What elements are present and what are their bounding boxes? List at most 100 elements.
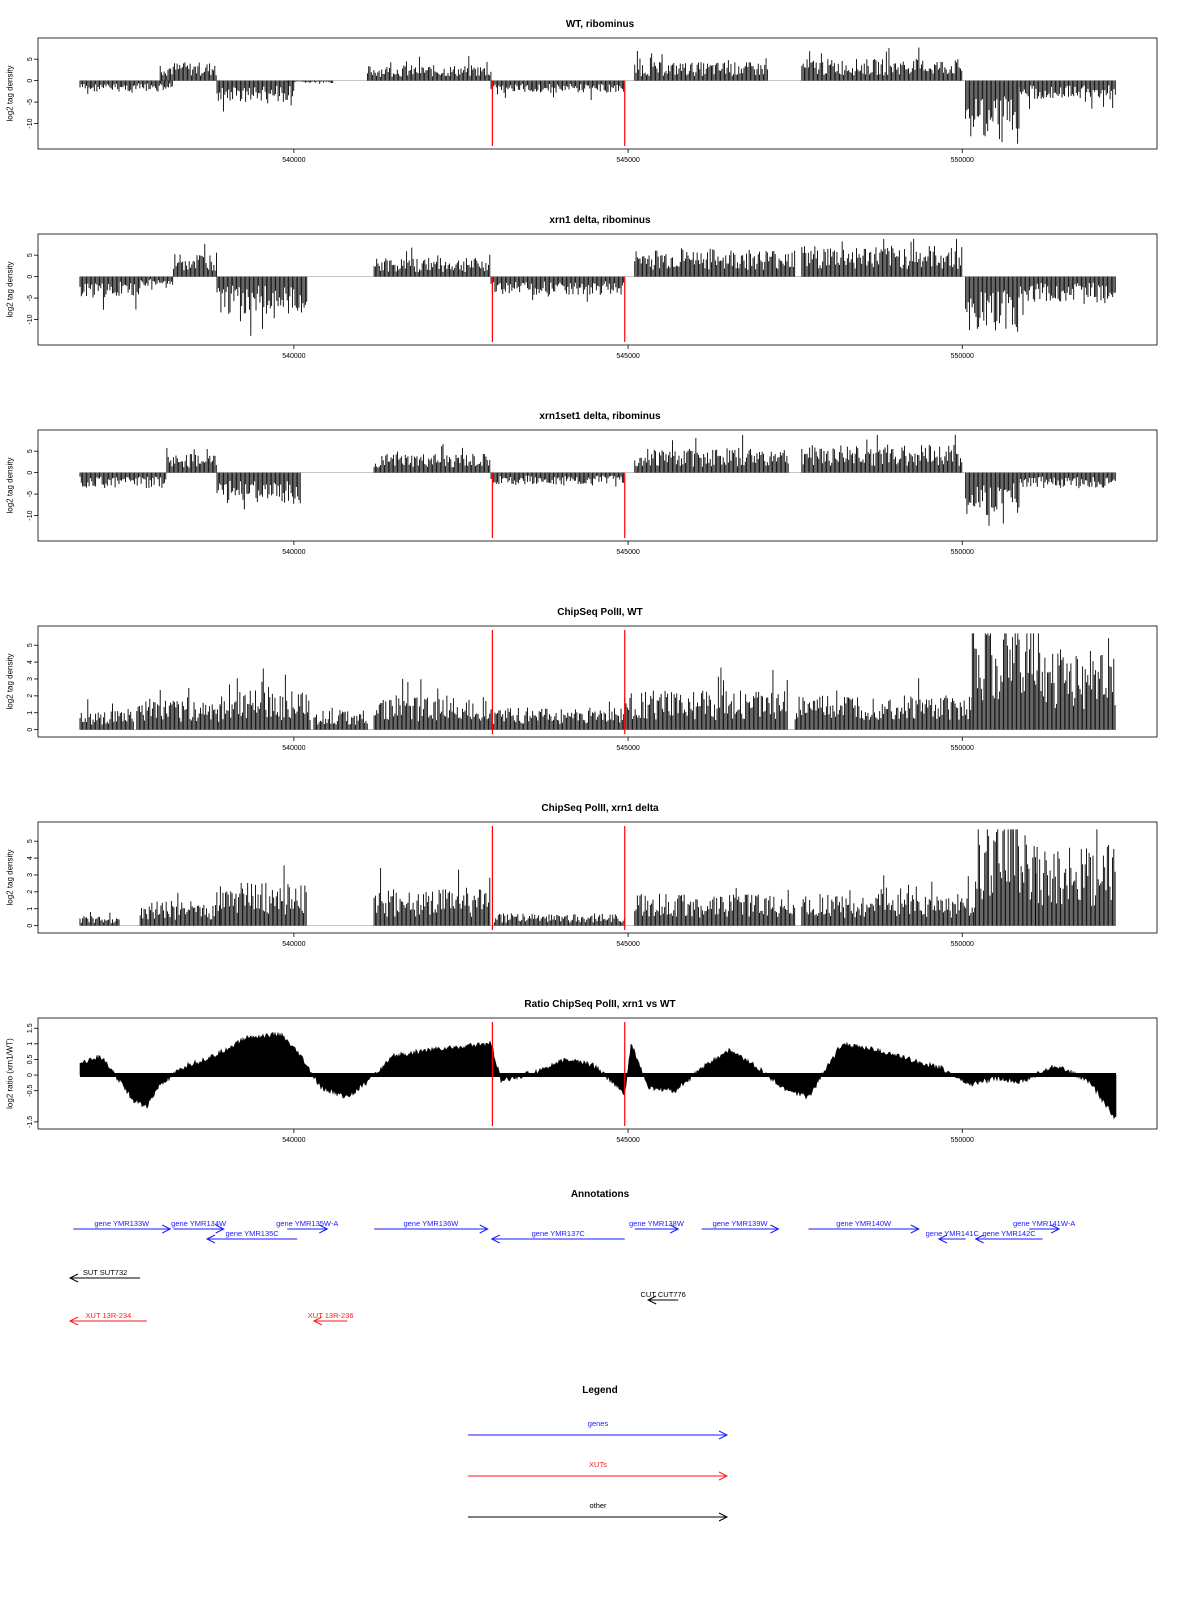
chart-plot: 0 1 2 3 4 5 540000 545000 550000 <box>27 625 1158 752</box>
data-segment-3 <box>216 276 308 336</box>
x-tick-label: 540000 <box>282 549 305 556</box>
arrow-head <box>770 1224 780 1234</box>
data-segment-9 <box>1018 80 1116 109</box>
feature-gene: gene YMR138W <box>629 1219 685 1234</box>
legend-arrow-head <box>718 1430 729 1440</box>
feature-label: gene YMR135C <box>225 1229 279 1238</box>
x-tick-label: 550000 <box>951 549 974 556</box>
data-segment-5 <box>490 80 625 101</box>
legend-label: genes <box>588 1419 609 1428</box>
chart-title: WT, ribominus <box>565 19 635 30</box>
feature-label: gene YMR136W <box>403 1219 459 1228</box>
data-segment-0 <box>79 276 141 310</box>
data-segment-6 <box>801 875 976 926</box>
arrow-head <box>490 1234 500 1244</box>
y-tick-label: 1 <box>27 711 34 715</box>
data-segment-7 <box>801 47 963 81</box>
arrow-head <box>647 1295 657 1305</box>
data-segment-3 <box>373 868 491 926</box>
plot-frame <box>37 37 1158 150</box>
data-segment-9 <box>1035 633 1116 730</box>
data-segment-4 <box>373 247 491 277</box>
feature-gene: gene YMR139W <box>701 1219 780 1234</box>
arrow-head <box>205 1234 216 1244</box>
arrow-head <box>312 1316 323 1326</box>
data-segment-1 <box>159 62 217 81</box>
arrow-head <box>215 1224 225 1234</box>
plot-frame <box>37 1017 1158 1130</box>
ratio-area <box>79 1031 1117 1120</box>
data-segment-2 <box>216 472 301 510</box>
y-tick-label: 0 <box>27 924 34 928</box>
data-segment-4 <box>366 56 492 81</box>
feature-label: gene YMR138W <box>629 1219 685 1228</box>
y-tick-label: 5 <box>27 839 34 843</box>
arrow-head <box>1050 1224 1061 1234</box>
data-segment-0 <box>79 699 134 730</box>
chart-title: xrn1 delta, ribominus <box>549 215 651 226</box>
feature-gene: gene YMR137C <box>490 1229 625 1244</box>
feature-label: XUT 13R-234 <box>86 1311 132 1320</box>
data-segment-0 <box>79 912 120 926</box>
feature-gene: gene YMR141W-A <box>1013 1219 1075 1234</box>
y-tick-label: 0.5 <box>27 1054 34 1064</box>
y-tick-label: 0 <box>27 471 34 475</box>
chart-plot: 0 1 2 3 4 5 540000 545000 550000 <box>27 821 1158 948</box>
data-segment-1 <box>136 687 221 730</box>
arrow-head <box>974 1234 984 1244</box>
x-tick-label: 545000 <box>616 1137 639 1144</box>
y-tick-label: 2 <box>27 694 34 698</box>
chart-plot: 5 0 -5 -10 540000 545000 550000 <box>27 233 1158 360</box>
arrow-head <box>910 1224 920 1234</box>
y-tick-label: -10 <box>27 510 34 520</box>
y-tick-label: -1.5 <box>27 1116 34 1128</box>
x-tick-label: 550000 <box>951 157 974 164</box>
y-tick-label: -10 <box>27 118 34 128</box>
feature-label: gene YMR142C <box>982 1229 1036 1238</box>
y-tick-label: -5 <box>27 295 34 301</box>
data-segment-5 <box>634 434 789 473</box>
chart-title: xrn1set1 delta, ribominus <box>539 411 661 422</box>
data-segment-8 <box>971 633 1036 730</box>
legend-label: other <box>589 1501 607 1510</box>
x-tick-label: 550000 <box>951 1137 974 1144</box>
plot-frame <box>37 821 1158 934</box>
arrow-head <box>68 1316 79 1326</box>
arrow-head <box>669 1224 680 1234</box>
data-segment-7 <box>801 238 963 277</box>
y-tick-label: 1 <box>27 907 34 911</box>
data-segment-4 <box>373 678 491 730</box>
feature-gene: gene YMR140W <box>808 1219 920 1234</box>
data-segment-6 <box>634 248 796 277</box>
data-segment-6 <box>624 667 788 730</box>
y-tick-label: 0 <box>27 728 34 732</box>
feature-xut: XUT 13R-236 <box>308 1311 354 1326</box>
legend-title: Legend <box>582 1385 618 1396</box>
data-segment-7 <box>975 829 1036 926</box>
y-tick-label: 5 <box>27 643 34 647</box>
feature-label: gene YMR135W-A <box>276 1219 338 1228</box>
data-segment-5 <box>490 276 625 302</box>
y-tick-label: 1.5 <box>27 1023 34 1033</box>
y-tick-label: -0.5 <box>27 1085 34 1097</box>
y-tick-label: -10 <box>27 314 34 324</box>
feature-label: gene YMR133W <box>94 1219 150 1228</box>
feature-label: XUT 13R-236 <box>308 1311 354 1320</box>
x-tick-label: 545000 <box>616 549 639 556</box>
data-segment-5 <box>634 888 796 926</box>
data-segment-2 <box>219 668 311 730</box>
feature-label: gene YMR141W-A <box>1013 1219 1075 1228</box>
x-tick-label: 540000 <box>282 745 305 752</box>
chart-plot: 5 0 -5 -10 540000 545000 550000 <box>27 429 1158 556</box>
data-segment-8 <box>965 80 1020 144</box>
x-tick-label: 540000 <box>282 941 305 948</box>
y-tick-label: 4 <box>27 856 34 860</box>
y-tick-label: 5 <box>27 57 34 61</box>
chart-title: Ratio ChipSeq PolII, xrn1 vs WT <box>524 999 676 1010</box>
data-segment-3 <box>286 80 334 84</box>
data-segment-3 <box>373 444 491 473</box>
y-tick-label: 0 <box>27 1073 34 1077</box>
feature-label: CUT CUT776 <box>641 1290 686 1299</box>
data-segment-4 <box>493 913 625 926</box>
chart-title: ChipSeq PolII, WT <box>557 607 643 618</box>
